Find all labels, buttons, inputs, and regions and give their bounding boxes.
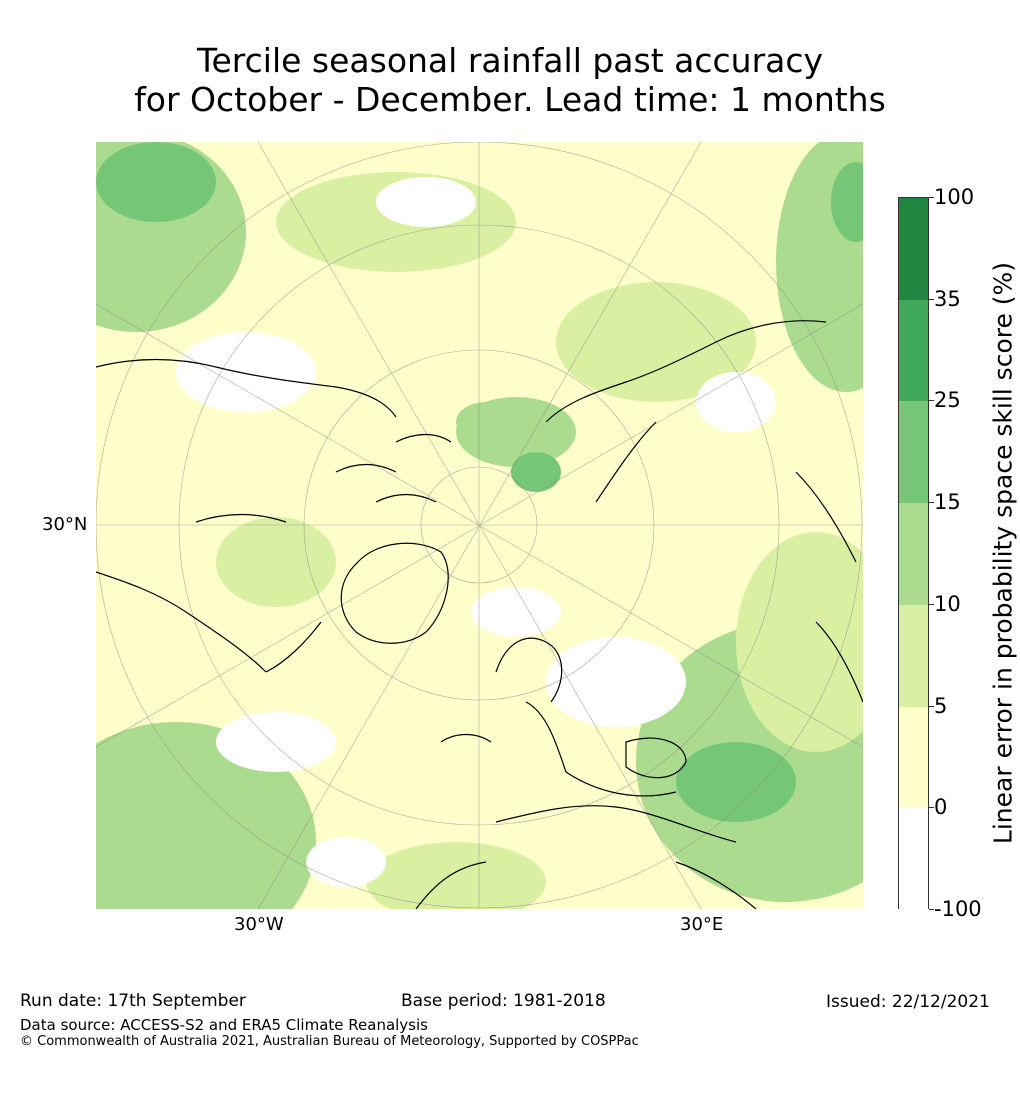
- black-caspian-outline: [625, 737, 687, 779]
- chart-title-line1: Tercile seasonal rainfall past accuracy: [196, 41, 824, 80]
- east-asia-coast: [795, 471, 863, 703]
- greenland-outline: [340, 542, 449, 644]
- data-source: Data source: ACCESS-S2 and ERA5 Climate …: [20, 1016, 428, 1034]
- colorbar-segment: [899, 604, 928, 707]
- colorbar-tick-mark: [929, 603, 934, 605]
- colorbar-tick-label: 100: [934, 185, 975, 209]
- colorbar-tick-label: 15: [934, 490, 961, 515]
- colorbar-segment: [899, 299, 928, 402]
- base-period: Base period: 1981-2018: [401, 991, 606, 1011]
- asia-arctic-coast: [545, 320, 827, 503]
- colorbar-tick-mark: [929, 400, 934, 402]
- canadian-archipelago: [335, 433, 452, 503]
- colorbar-tick-mark: [929, 298, 934, 300]
- colorbar-segment: [899, 198, 928, 300]
- colorbar-tick-mark: [929, 502, 934, 504]
- coastlines: [96, 320, 863, 909]
- lon-label-30e: 30°E: [680, 914, 724, 935]
- north-america-coast: [96, 358, 397, 673]
- colorbar-label: Linear error in probability space skill …: [988, 261, 1018, 845]
- colorbar-tick-mark: [929, 197, 934, 198]
- run-date: Run date: 17th September: [20, 991, 246, 1011]
- colorbar-tick-label: 35: [934, 286, 961, 311]
- colorbar-tick-label: -100: [934, 897, 982, 921]
- colorbar-tick-mark: [929, 705, 934, 707]
- colorbar-segment: [899, 706, 928, 809]
- graticule: [96, 142, 863, 909]
- lon-label-30w: 30°W: [234, 914, 284, 935]
- copyright: © Commonwealth of Australia 2021, Austra…: [20, 1034, 639, 1049]
- africa-coast: [415, 861, 757, 909]
- mediterranean-coast: [495, 805, 737, 843]
- colorbar-tick-label: 25: [934, 388, 961, 413]
- colorbar: [898, 197, 929, 910]
- colorbar-segment: [899, 808, 928, 910]
- colorbar-segment: [899, 401, 928, 504]
- skill-score-field: [96, 142, 863, 909]
- lat-label-30n: 30°N: [42, 514, 88, 535]
- colorbar-tick-label: 0: [934, 795, 948, 820]
- issued-date: Issued: 22/12/2021: [826, 992, 990, 1012]
- chart-title-line2: for October - December. Lead time: 1 mon…: [134, 80, 886, 119]
- colorbar-segment: [899, 503, 928, 605]
- colorbar-tick-label: 5: [934, 693, 948, 718]
- europe-coast: [440, 637, 677, 797]
- polar-map: [96, 142, 863, 909]
- colorbar-tick-mark: [929, 807, 934, 809]
- colorbar-tick-label: 10: [934, 591, 961, 616]
- colorbar-tick-mark: [929, 909, 934, 910]
